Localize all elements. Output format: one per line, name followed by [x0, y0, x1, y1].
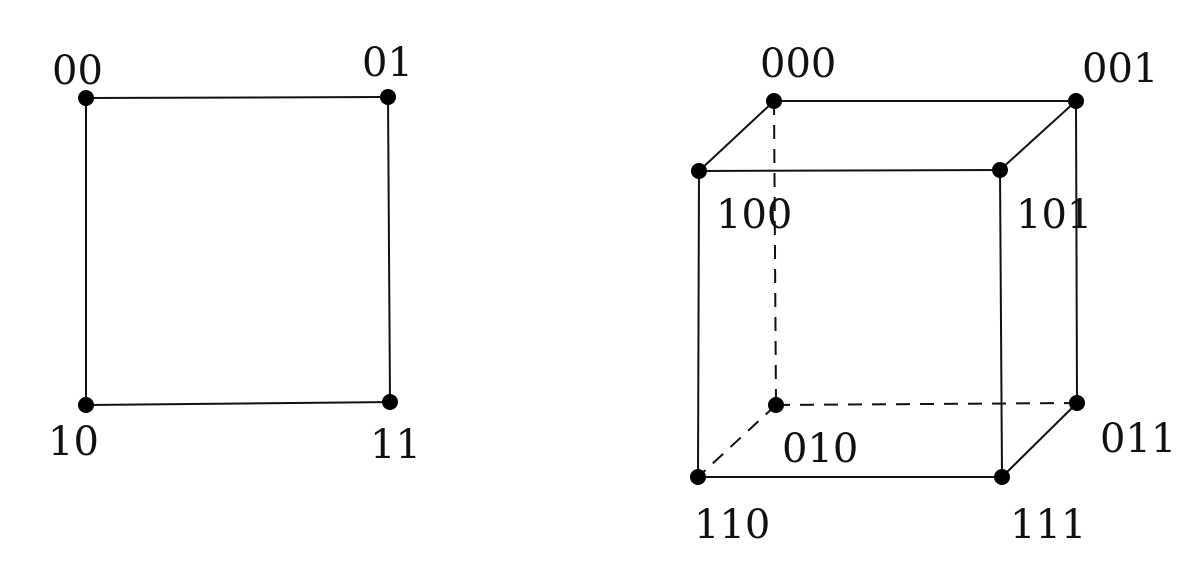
- cube-vertex-110: [690, 469, 706, 485]
- cube-vertex-101: [992, 162, 1008, 178]
- cube-vertices: [690, 93, 1085, 485]
- square-vertex-label-10: 10: [48, 419, 99, 465]
- square-labels: 00 01 10 11: [48, 40, 421, 468]
- cube-edge-000-010: [773, 100, 777, 406]
- cube-edge-101-111: [999, 169, 1003, 478]
- cube-vertex-100: [691, 163, 707, 179]
- cube-labels: 000 001 100 101 010 011 110 111: [694, 41, 1176, 548]
- cube-edge-100-110: [697, 170, 700, 478]
- square-vertex-10: [78, 397, 94, 413]
- square-vertex-label-01: 01: [362, 40, 413, 86]
- square-edge-01-11: [387, 96, 391, 403]
- square-edges: [85, 96, 391, 406]
- cube-vertex-001: [1068, 93, 1084, 109]
- cube-edge-010-110: [697, 404, 777, 478]
- cube-vertex-label-001: 001: [1082, 46, 1158, 92]
- square-vertex-00: [78, 90, 94, 106]
- square-vertex-01: [380, 89, 396, 105]
- square-vertex-label-00: 00: [52, 48, 103, 94]
- square-vertex-11: [382, 394, 398, 410]
- cube-vertex-label-111: 111: [1010, 502, 1086, 548]
- cube-edges: [697, 100, 1078, 478]
- cube-vertex-label-101: 101: [1016, 192, 1092, 238]
- square-edge-11-10: [85, 401, 391, 406]
- square-edge-00-01: [85, 96, 389, 99]
- cube-edge-001-011: [1075, 100, 1078, 404]
- cube-vertex-000: [766, 93, 782, 109]
- cube-vertex-010: [768, 397, 784, 413]
- cube-edge-000-100: [698, 100, 775, 172]
- cube-edge-111-011: [1001, 402, 1078, 478]
- square-graph: 00 01 10 11: [48, 40, 421, 468]
- cube-vertex-label-010: 010: [782, 426, 858, 472]
- cube-vertex-label-100: 100: [716, 192, 792, 238]
- square-vertex-label-11: 11: [370, 422, 421, 468]
- cube-edge-001-101: [999, 100, 1077, 171]
- cube-vertex-label-000: 000: [760, 41, 836, 87]
- cube-edge-100-101: [698, 169, 1001, 172]
- cube-vertex-011: [1069, 395, 1085, 411]
- cube-edge-010-011: [775, 402, 1078, 406]
- cube-vertex-label-011: 011: [1100, 416, 1176, 462]
- square-vertices: [78, 89, 398, 413]
- cube-vertex-111: [994, 469, 1010, 485]
- cube-graph: 000 001 100 101 010 011 110 111: [690, 41, 1176, 548]
- cube-vertex-label-110: 110: [694, 502, 770, 548]
